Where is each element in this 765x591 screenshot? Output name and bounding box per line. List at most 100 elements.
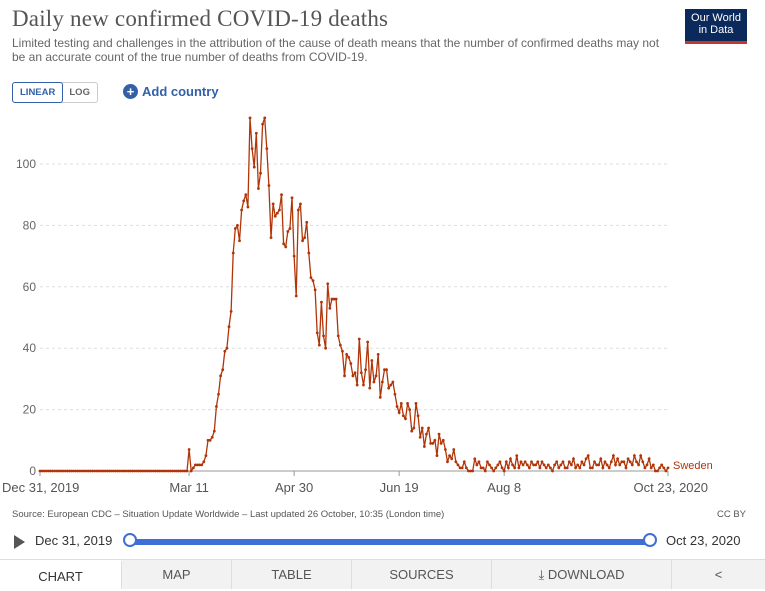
data-point <box>355 383 359 387</box>
data-point <box>236 224 239 227</box>
data-point <box>330 297 334 301</box>
data-point <box>513 466 517 470</box>
data-point <box>93 469 97 473</box>
y-tick-label: 80 <box>23 218 37 232</box>
timeline-track[interactable] <box>130 539 650 545</box>
data-point <box>401 414 405 418</box>
data-point <box>481 466 485 470</box>
data-point <box>315 331 319 335</box>
linear-scale-button[interactable]: LINEAR <box>12 82 64 103</box>
data-point <box>658 466 661 470</box>
data-point <box>164 469 168 473</box>
data-point <box>639 454 643 458</box>
data-point <box>506 466 510 470</box>
data-point <box>160 469 164 473</box>
data-point <box>454 460 458 464</box>
data-point <box>53 469 57 473</box>
data-point <box>467 469 470 473</box>
timeline-end-label: Oct 23, 2020 <box>666 533 741 548</box>
share-button[interactable]: < <box>672 560 765 589</box>
data-point <box>231 251 235 255</box>
logo-line-1: Our World <box>691 12 741 24</box>
play-icon[interactable] <box>14 535 25 549</box>
data-point <box>131 469 134 473</box>
data-point <box>145 469 149 473</box>
data-point <box>630 463 634 467</box>
data-point <box>397 411 401 415</box>
tab-map[interactable]: MAP <box>122 560 232 589</box>
data-point <box>517 466 521 470</box>
data-point <box>418 435 422 439</box>
data-point <box>387 386 391 390</box>
data-point <box>116 469 120 473</box>
data-point <box>429 441 433 445</box>
data-point <box>286 230 290 233</box>
data-point <box>485 460 489 464</box>
data-point <box>563 466 567 470</box>
data-point <box>194 463 197 467</box>
data-point <box>219 374 223 378</box>
data-point <box>561 460 565 464</box>
data-point <box>572 457 575 461</box>
data-point <box>599 457 603 461</box>
tab-chart[interactable]: CHART <box>0 560 122 589</box>
license-link[interactable]: CC BY <box>716 509 746 520</box>
data-point <box>288 227 292 230</box>
add-country-button[interactable]: + Add country <box>123 84 219 99</box>
timeline-start-handle[interactable] <box>123 533 137 547</box>
data-point <box>341 349 344 353</box>
data-point <box>656 469 659 473</box>
data-point <box>380 380 384 384</box>
data-point <box>498 460 502 464</box>
data-point <box>536 460 540 464</box>
data-point <box>196 463 199 467</box>
data-point <box>345 352 349 356</box>
data-point <box>265 147 269 151</box>
data-point <box>362 383 365 387</box>
download-icon: ⤓ <box>538 567 545 582</box>
data-point <box>593 460 596 464</box>
x-tick-label: Mar 11 <box>169 480 209 495</box>
data-point <box>624 466 628 470</box>
data-point <box>597 463 601 467</box>
tab-table[interactable]: TABLE <box>232 560 352 589</box>
data-point <box>292 254 296 258</box>
tab-download-label: DOWNLOAD <box>547 567 625 582</box>
data-point <box>666 466 670 470</box>
data-point <box>68 469 71 473</box>
data-point <box>86 469 90 473</box>
data-point <box>603 460 607 464</box>
data-point <box>527 466 531 470</box>
tab-sources[interactable]: SOURCES <box>352 560 492 589</box>
tab-bar: CHART MAP TABLE SOURCES ⤓ DOWNLOAD < <box>0 559 765 589</box>
data-point <box>322 334 325 338</box>
data-point <box>152 469 155 473</box>
log-scale-button[interactable]: LOG <box>69 87 90 98</box>
data-point <box>149 469 153 473</box>
data-point <box>523 460 527 464</box>
data-point <box>569 463 573 467</box>
data-point <box>101 469 105 473</box>
data-point <box>299 202 302 206</box>
data-point <box>233 227 237 230</box>
data-point <box>44 469 48 473</box>
data-point <box>462 460 466 464</box>
data-point <box>89 469 92 473</box>
timeline-end-handle[interactable] <box>643 533 657 547</box>
tab-download[interactable]: ⤓ DOWNLOAD <box>492 560 672 589</box>
data-point <box>351 374 355 378</box>
data-point <box>544 466 548 470</box>
data-point <box>40 469 44 473</box>
data-point <box>521 463 525 467</box>
data-point <box>653 469 657 473</box>
data-point <box>376 352 380 356</box>
data-point <box>259 171 262 175</box>
data-point <box>210 435 214 439</box>
data-point <box>114 469 118 473</box>
grid-layer <box>40 163 668 472</box>
owid-logo[interactable]: Our World in Data <box>685 9 747 44</box>
data-point <box>57 469 61 473</box>
data-point <box>399 402 403 405</box>
data-point <box>471 469 475 473</box>
source-note: Source: European CDC – Situation Update … <box>12 509 445 520</box>
